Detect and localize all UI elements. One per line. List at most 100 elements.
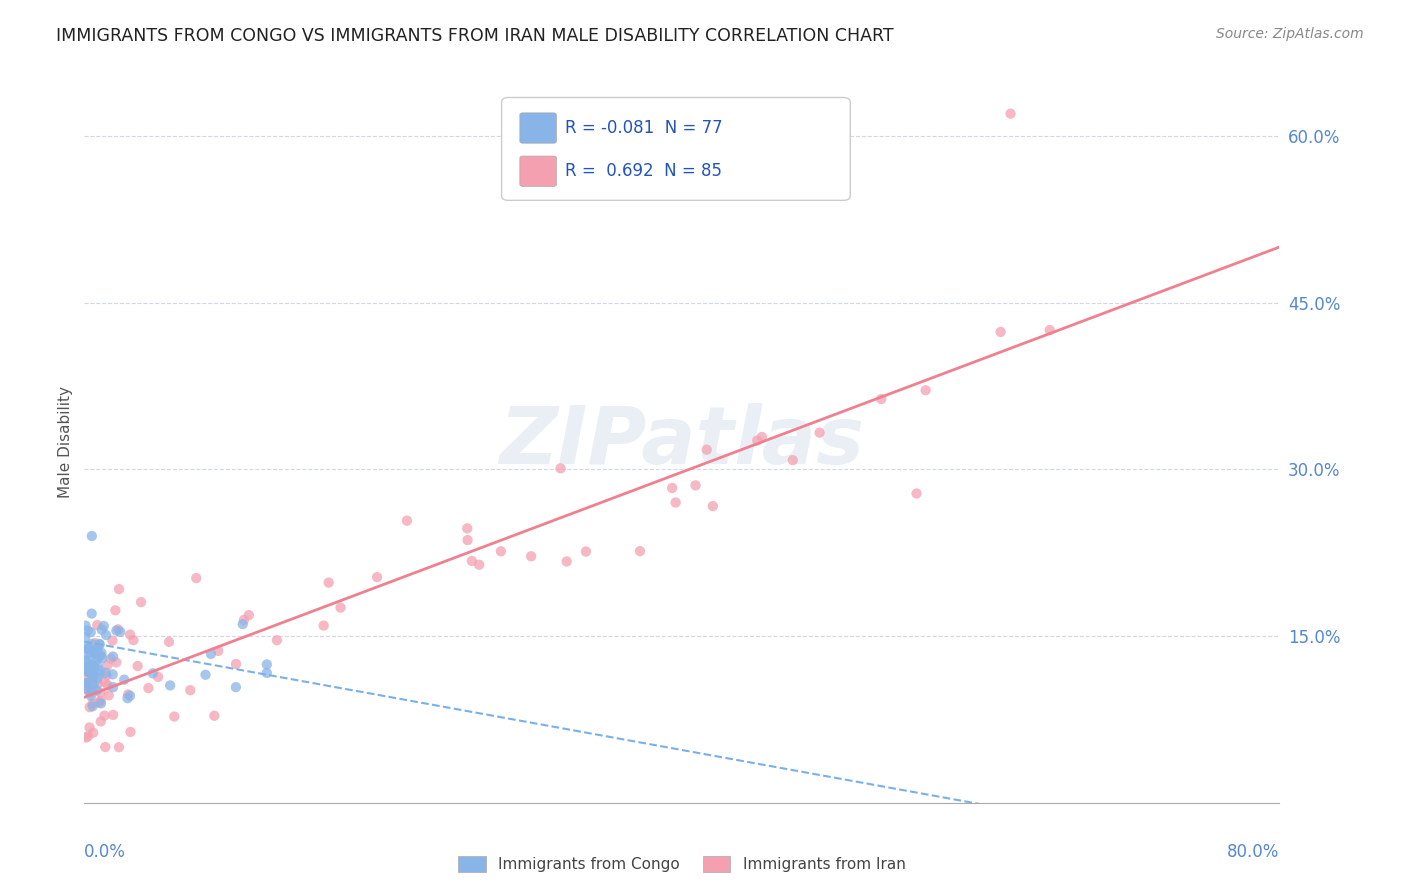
Point	[914, 384, 936, 398]
Point	[101, 707, 124, 722]
Point	[101, 633, 124, 648]
Point	[163, 709, 186, 723]
Point	[200, 647, 222, 661]
Point	[82, 677, 104, 691]
Point	[75, 618, 97, 632]
Point	[80, 683, 103, 698]
Point	[751, 430, 773, 444]
Point	[80, 660, 103, 674]
Point	[122, 633, 145, 648]
Point	[489, 544, 512, 558]
Point	[76, 676, 98, 690]
Point	[233, 613, 256, 627]
Point	[747, 434, 769, 448]
Point	[83, 662, 105, 676]
Point	[79, 720, 101, 734]
Point	[80, 686, 103, 700]
Legend: Immigrants from Congo, Immigrants from Iran: Immigrants from Congo, Immigrants from I…	[453, 850, 911, 879]
Point	[159, 678, 181, 692]
Point	[157, 635, 180, 649]
Point	[118, 689, 141, 703]
Point	[468, 558, 491, 572]
Point	[225, 657, 247, 671]
Point	[90, 623, 112, 637]
Point	[82, 697, 104, 711]
Point	[225, 680, 247, 694]
Point	[702, 499, 724, 513]
Point	[232, 617, 254, 632]
Point	[79, 658, 101, 673]
Point	[75, 676, 97, 690]
Point	[1039, 323, 1062, 337]
Point	[90, 697, 112, 711]
Point	[87, 695, 110, 709]
Point	[318, 575, 340, 590]
Point	[117, 688, 139, 702]
Text: 0.0%: 0.0%	[84, 843, 127, 861]
Point	[104, 603, 127, 617]
Point	[89, 686, 111, 700]
Text: R = -0.081  N = 77: R = -0.081 N = 77	[565, 119, 723, 137]
Point	[101, 680, 124, 694]
Point	[84, 636, 107, 650]
Point	[90, 646, 112, 660]
Point	[202, 708, 225, 723]
Point	[86, 618, 108, 632]
Point	[179, 683, 201, 698]
Point	[83, 646, 105, 660]
Point	[94, 739, 117, 754]
Point	[90, 694, 112, 708]
Point	[89, 667, 111, 681]
Point	[76, 642, 98, 657]
Point	[108, 740, 131, 755]
Point	[96, 658, 118, 673]
Text: IMMIGRANTS FROM CONGO VS IMMIGRANTS FROM IRAN MALE DISABILITY CORRELATION CHART: IMMIGRANTS FROM CONGO VS IMMIGRANTS FROM…	[56, 27, 894, 45]
Point	[628, 544, 651, 558]
Point	[97, 678, 120, 692]
Point	[77, 665, 100, 680]
Point	[89, 637, 111, 651]
Point	[101, 667, 124, 681]
Point	[108, 624, 131, 639]
Text: Source: ZipAtlas.com: Source: ZipAtlas.com	[1216, 27, 1364, 41]
Point	[905, 486, 928, 500]
Point	[93, 708, 115, 723]
Point	[84, 655, 107, 669]
Point	[550, 461, 572, 475]
Point	[108, 582, 131, 596]
Point	[120, 627, 142, 641]
Point	[83, 678, 105, 692]
Point	[870, 392, 893, 406]
Point	[83, 645, 105, 659]
Point	[555, 554, 578, 568]
Point	[238, 608, 260, 623]
Point	[194, 667, 217, 681]
Point	[82, 699, 104, 714]
Point	[80, 607, 103, 621]
Point	[75, 670, 97, 684]
Point	[89, 648, 111, 663]
Point	[461, 554, 484, 568]
Point	[256, 657, 278, 672]
Point	[80, 657, 103, 672]
Point	[366, 570, 388, 584]
Point	[86, 683, 108, 698]
Point	[75, 630, 97, 644]
Text: 80.0%: 80.0%	[1227, 843, 1279, 861]
Point	[142, 666, 165, 681]
Point	[75, 655, 97, 669]
Point	[77, 665, 100, 679]
Point	[82, 725, 104, 739]
Point	[395, 514, 418, 528]
Point	[138, 681, 160, 695]
Point	[75, 663, 97, 677]
Point	[105, 656, 128, 670]
Point	[207, 644, 229, 658]
Point	[575, 544, 598, 558]
Point	[93, 619, 115, 633]
Point	[86, 672, 108, 686]
Point	[76, 624, 98, 638]
Point	[86, 642, 108, 657]
Point	[79, 664, 101, 678]
Point	[782, 453, 804, 467]
